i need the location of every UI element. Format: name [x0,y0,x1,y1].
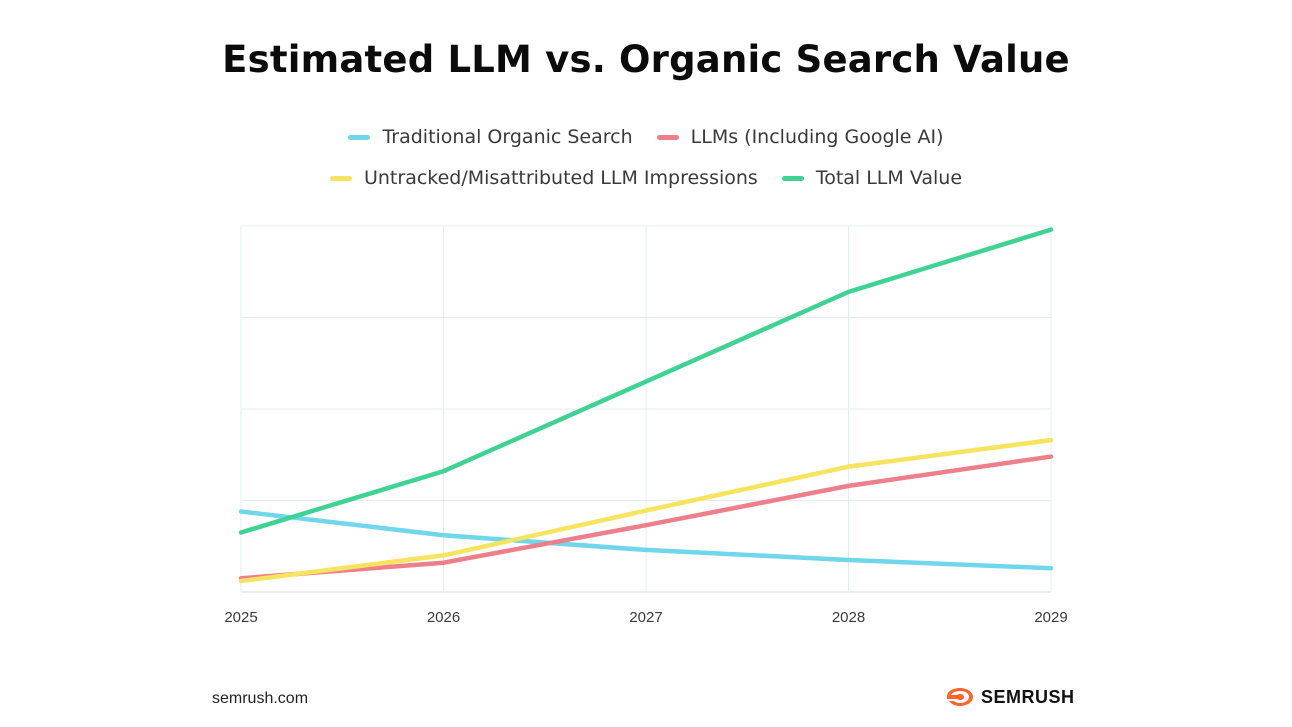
x-tick-label: 2027 [629,609,662,626]
legend-row-1: Traditional Organic Search LLMs (Includi… [0,126,1292,148]
legend-item-llms: LLMs (Including Google AI) [656,126,944,148]
legend-label: Traditional Organic Search [382,126,633,148]
legend-label: Untracked/Misattributed LLM Impressions [363,167,758,189]
x-tick-label: 2026 [427,609,460,626]
semrush-flame-icon [947,688,973,706]
series-line-0 [238,509,1054,571]
legend-item-untracked-llm-impressions: Untracked/Misattributed LLM Impressions [329,167,758,189]
legend-swatch [329,175,352,181]
series-line-3 [238,227,1054,535]
brand-wordmark: SEMRUSH [981,686,1075,707]
series-line-2 [238,437,1054,584]
chart-title: Estimated LLM vs. Organic Search Value [222,38,1070,81]
brand-logo: SEMRUSH [945,686,1075,708]
source-label: semrush.com [212,690,309,707]
series-line-1 [238,454,1054,581]
x-tick-label: 2028 [832,609,865,626]
legend-item-traditional-organic-search: Traditional Organic Search [348,126,633,148]
x-tick-label: 2025 [224,609,257,626]
legend-label: Total LLM Value [815,167,963,189]
legend-row-2: Untracked/Misattributed LLM Impressions … [0,167,1292,189]
legend-swatch [656,134,679,140]
legend-item-total-llm-value: Total LLM Value [781,167,963,189]
legend-swatch [781,175,804,181]
x-tick-label: 2029 [1034,609,1067,626]
legend-swatch [348,134,371,140]
legend-label: LLMs (Including Google AI) [690,126,944,148]
